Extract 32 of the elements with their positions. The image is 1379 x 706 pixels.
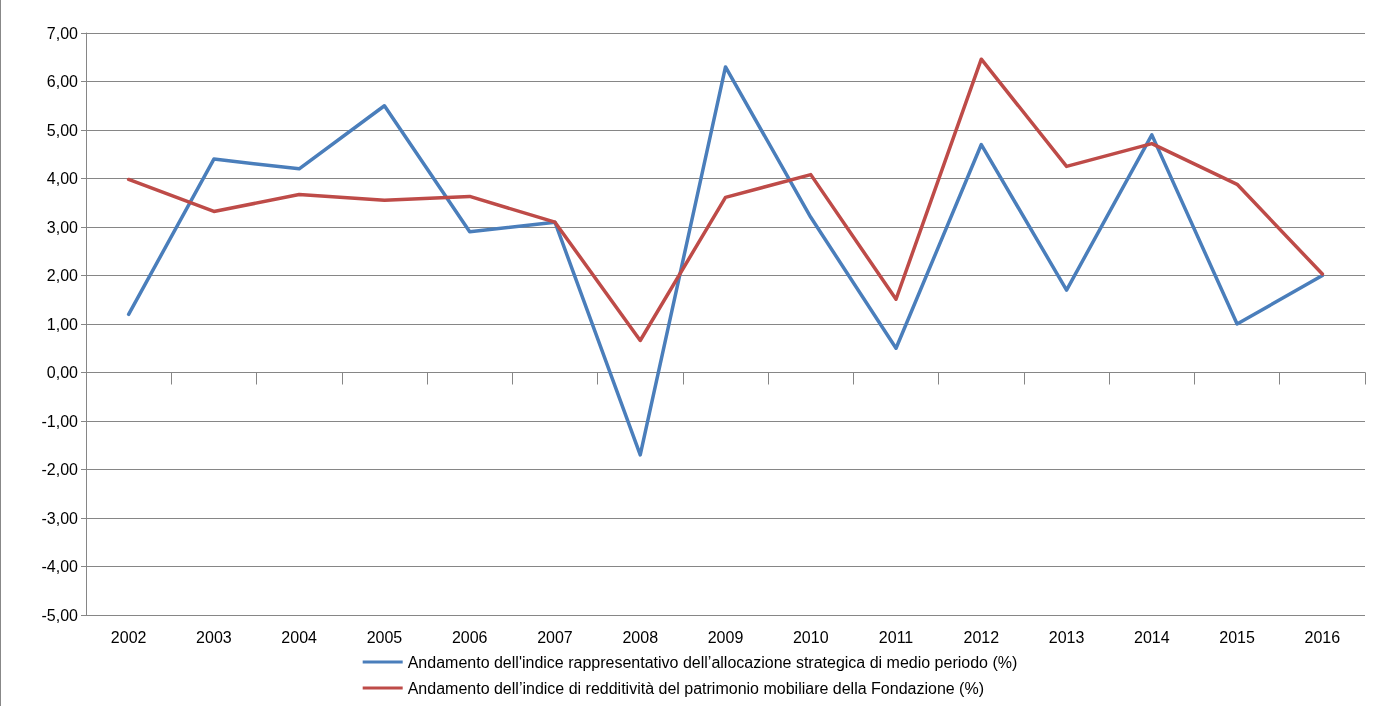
y-tick-label: 3,00 [46, 218, 79, 236]
x-tick-label: 2008 [622, 628, 659, 646]
x-tick-label: 2004 [281, 628, 318, 646]
y-tick-label: 7,00 [46, 24, 79, 42]
y-tick-label: -2,00 [41, 461, 79, 478]
y-tick-label: -1,00 [41, 412, 79, 430]
x-tick-label: 2006 [451, 628, 488, 646]
y-tick-label: -5,00 [41, 606, 79, 624]
y-tick-label: 6,00 [46, 73, 79, 90]
y-tick-label: 1,00 [46, 315, 79, 333]
x-tick-label: 2013 [1048, 628, 1085, 646]
x-tick-label: 2007 [537, 628, 573, 646]
x-tick-label: 2005 [366, 628, 403, 646]
y-tick-label: -4,00 [41, 558, 79, 575]
x-tick-label: 2015 [1219, 628, 1255, 646]
x-tick-label: 2002 [110, 628, 147, 646]
y-tick-label: 0,00 [46, 364, 79, 381]
line-series [126, 65, 1325, 457]
x-tick-label: 2012 [963, 628, 1000, 646]
y-tick-label: 2,00 [46, 267, 79, 284]
line-series [126, 57, 1325, 343]
x-tick-label: 2014 [1134, 628, 1170, 646]
x-tick-label: 2009 [707, 628, 744, 646]
x-tick-label: 2003 [196, 628, 232, 646]
x-tick-label: 2010 [792, 628, 829, 646]
x-tick-label: 2011 [878, 628, 914, 646]
y-tick-label: 4,00 [46, 170, 79, 187]
legend-label: Andamento dell’indice di redditività del patrimonio mobiliare della Fondazione (%) [407, 679, 984, 697]
x-tick-label: 2016 [1304, 628, 1341, 646]
legend-label: Andamento dell'indice rappresentativo dell’allocazione strategica di medio periodo (%) [407, 653, 1018, 671]
y-tick-label: 5,00 [46, 121, 79, 139]
y-tick-label: -3,00 [41, 509, 79, 527]
